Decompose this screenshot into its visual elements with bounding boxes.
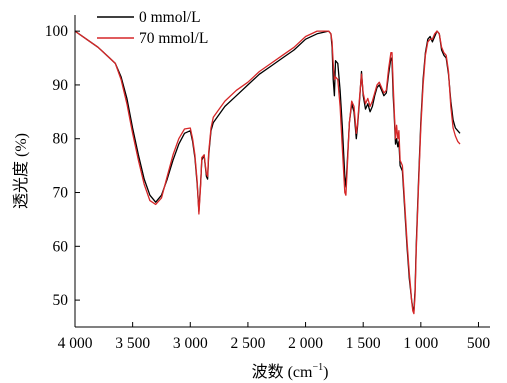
x-axis-title-main: 波数 (cm — [252, 363, 313, 381]
x-axis-title-sup: −1 — [312, 362, 323, 373]
y-tick-label: 100 — [45, 23, 69, 40]
x-tick-label: 4 000 — [58, 335, 93, 352]
x-tick-label: 3 000 — [173, 335, 208, 352]
x-tick-label: 1 500 — [346, 335, 381, 352]
y-tick-label: 90 — [53, 77, 69, 94]
x-tick-label: 500 — [467, 335, 491, 352]
x-tick-label: 3 500 — [115, 335, 150, 352]
y-tick-label: 70 — [53, 185, 69, 202]
plot-area — [74, 30, 461, 315]
y-tick-label: 60 — [53, 238, 69, 255]
legend-label: 0 mmol/L — [139, 9, 201, 26]
x-tick-label: 2 500 — [230, 335, 265, 352]
x-axis-title-end: ) — [323, 364, 328, 381]
y-tick-label: 50 — [53, 292, 69, 309]
series-line-red — [74, 30, 461, 315]
x-tick-label: 1 000 — [403, 335, 438, 352]
y-axis-title: 透光度 (%) — [12, 133, 30, 209]
x-axis-title: 波数 (cm−1) — [252, 362, 329, 381]
legend-label: 70 mmol/L — [139, 30, 208, 47]
x-tick-label: 2 000 — [288, 335, 323, 352]
y-tick-label: 80 — [53, 131, 69, 148]
legend: 0 mmol/L 70 mmol/L — [97, 9, 208, 47]
axes: 50 60 70 80 90 100 4 000 3 500 3 000 2 500 2 000 1 … — [45, 15, 491, 352]
